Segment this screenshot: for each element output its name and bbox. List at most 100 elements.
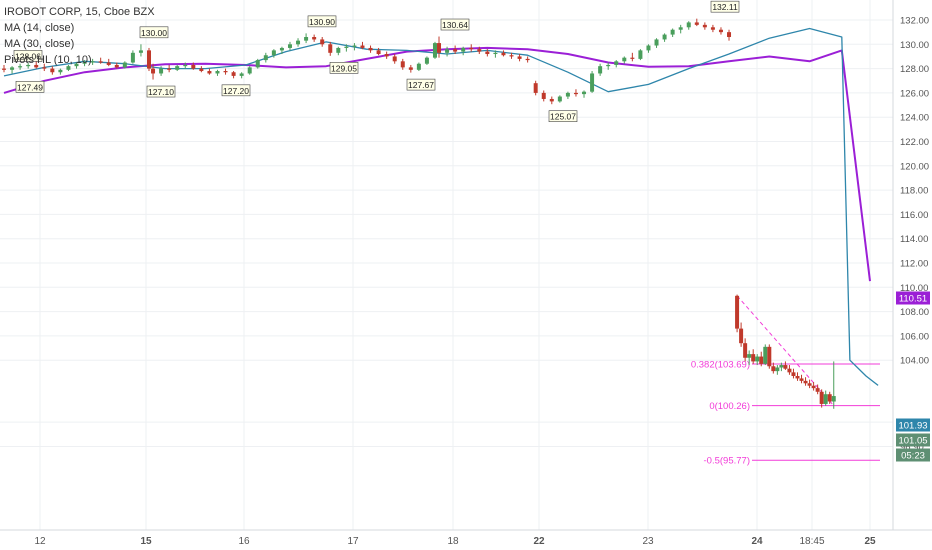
candle bbox=[239, 72, 244, 79]
candle-body bbox=[533, 83, 538, 93]
candle bbox=[175, 64, 180, 72]
candle bbox=[18, 63, 23, 70]
candle bbox=[461, 46, 466, 56]
pivot-label: 130.00 bbox=[139, 26, 169, 39]
candle-body bbox=[735, 295, 740, 329]
candle-body bbox=[743, 343, 748, 358]
candle bbox=[215, 69, 220, 76]
candle-body bbox=[312, 37, 317, 40]
candle bbox=[702, 22, 707, 30]
legend-ma30[interactable]: MA (30, close) bbox=[4, 38, 75, 50]
candle-body bbox=[207, 71, 212, 74]
pivot-label-text: 127.10 bbox=[148, 87, 174, 97]
chart-legend[interactable]: IROBOT CORP, 15, Cboe BZX MA (14, close)… bbox=[4, 4, 155, 68]
candle-body bbox=[167, 68, 172, 70]
candle bbox=[763, 344, 768, 366]
symbol-title[interactable]: IROBOT CORP, 15, Cboe BZX bbox=[4, 6, 155, 18]
price-tick-label: 116.00 bbox=[900, 210, 928, 221]
candle bbox=[795, 372, 800, 381]
candle bbox=[207, 68, 212, 75]
time-tick-label: 24 bbox=[751, 536, 763, 547]
candle bbox=[710, 24, 715, 33]
candle bbox=[606, 62, 611, 70]
fib-levels: 0.382(103.69) 0(100.26) -0.5(95.77) bbox=[691, 295, 880, 467]
candle bbox=[445, 46, 450, 57]
candle bbox=[622, 56, 627, 64]
candle-body bbox=[2, 68, 6, 70]
candle bbox=[517, 54, 522, 62]
price-badge: 101.93 bbox=[896, 418, 930, 432]
candle bbox=[775, 365, 780, 375]
price-tick-label: 128.00 bbox=[900, 64, 929, 75]
candle-body bbox=[747, 354, 752, 358]
candle-body bbox=[485, 51, 490, 55]
candle-body bbox=[702, 24, 707, 28]
candle-body bbox=[710, 27, 715, 30]
candle bbox=[328, 41, 333, 56]
candle bbox=[799, 374, 804, 384]
candle-body bbox=[453, 49, 458, 52]
time-axis[interactable]: 12 15 16 17 18 22 23 24 18:45 25 bbox=[0, 529, 932, 547]
pivot-label: 125.07 bbox=[548, 110, 578, 122]
candle bbox=[743, 338, 748, 362]
candle-body bbox=[437, 43, 442, 53]
candle bbox=[151, 63, 156, 80]
candle-body bbox=[50, 68, 55, 73]
candle-body bbox=[408, 67, 413, 70]
candle bbox=[573, 89, 578, 97]
candle-body bbox=[352, 45, 357, 47]
time-tick-label: 18:45 bbox=[799, 536, 824, 547]
time-tick-label: 23 bbox=[642, 536, 654, 547]
candle bbox=[807, 379, 812, 389]
candle-body bbox=[565, 92, 570, 97]
candle-body bbox=[461, 47, 466, 52]
pivot-label-text: 128.06 bbox=[15, 51, 41, 61]
candle-body bbox=[755, 356, 760, 362]
candle bbox=[392, 54, 397, 64]
candle bbox=[437, 36, 442, 58]
candle bbox=[747, 350, 752, 366]
price-badge-text: 101.93 bbox=[898, 421, 927, 432]
candle bbox=[654, 38, 659, 48]
candle bbox=[408, 64, 413, 73]
candle-body bbox=[598, 66, 603, 74]
price-tick-label: 108.00 bbox=[900, 307, 929, 318]
pivot-labels: 128.06 127.49 130.00 127.10 127.20 130.90 129.… bbox=[13, 0, 740, 122]
candle-body bbox=[159, 68, 164, 74]
candle-body bbox=[525, 58, 530, 61]
candle-body bbox=[376, 50, 381, 55]
price-tick-label: 96.90 bbox=[900, 442, 924, 453]
candle bbox=[400, 58, 405, 70]
candle-body bbox=[223, 71, 228, 73]
candle bbox=[416, 62, 421, 72]
candle bbox=[771, 362, 776, 374]
candle-body bbox=[811, 385, 816, 389]
price-badge-text: 101.05 bbox=[898, 436, 927, 447]
candle bbox=[469, 44, 474, 52]
candle bbox=[819, 389, 824, 408]
candle-body bbox=[424, 57, 429, 64]
time-tick-label: 25 bbox=[864, 536, 876, 547]
candle bbox=[26, 62, 31, 69]
candle bbox=[183, 62, 188, 69]
candle-body bbox=[175, 66, 180, 70]
candle-body bbox=[74, 63, 79, 67]
price-badge-text: 05:23 bbox=[901, 451, 925, 462]
legend-pivots[interactable]: Pivots HL (10, 10) bbox=[4, 54, 92, 66]
price-tick-label: 112.00 bbox=[900, 259, 928, 270]
candle bbox=[493, 50, 498, 58]
candle-body bbox=[279, 47, 284, 51]
candle bbox=[167, 64, 172, 73]
grid-lines bbox=[0, 0, 893, 530]
price-axis[interactable]: 132.00 130.00 128.00 126.00 124.00 122.00 120.… bbox=[892, 0, 929, 530]
candle bbox=[453, 45, 458, 55]
pivot-label-text: 127.20 bbox=[223, 86, 249, 96]
pivot-label-text: 130.90 bbox=[309, 17, 335, 27]
candle-body bbox=[114, 64, 119, 68]
candle bbox=[424, 56, 429, 65]
legend-ma14[interactable]: MA (14, close) bbox=[4, 22, 75, 34]
pivot-label-box bbox=[440, 18, 470, 31]
price-tick-label: 120.00 bbox=[900, 161, 929, 172]
time-tick-label: 16 bbox=[238, 536, 250, 547]
